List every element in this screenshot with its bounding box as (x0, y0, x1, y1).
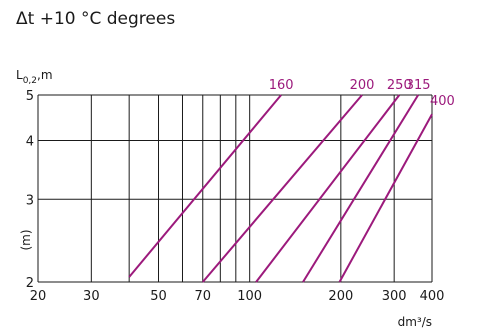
series-label-400: 400 (430, 94, 455, 109)
y-tick-label: 3 (26, 193, 34, 208)
series-line-315 (302, 94, 419, 283)
series-line-400 (338, 113, 433, 283)
series-line-200 (202, 94, 363, 283)
series-label-250: 250 (387, 78, 412, 93)
x-tick-label: 300 (382, 289, 407, 304)
series-line-160 (128, 94, 282, 278)
series-label-200: 200 (350, 78, 375, 93)
x-tick-label: 100 (237, 289, 262, 304)
series-label-160: 160 (269, 78, 294, 93)
x-tick-label: 400 (420, 289, 445, 304)
series-lines (128, 94, 433, 283)
x-tick-label: 200 (328, 289, 353, 304)
y-axis-label-main: L (16, 68, 23, 82)
grid (37, 94, 433, 283)
x-tick-label: 50 (150, 289, 167, 304)
y-axis-side-label: (m) (19, 229, 33, 250)
series-line-250 (255, 94, 401, 283)
y-axis-label-sub: 0,2 (23, 76, 37, 86)
tick-labels: 20 30 50 70 100 200 300 400 2 3 4 5 (26, 89, 445, 304)
chart-title: Δt +10 °C degrees (16, 9, 175, 29)
y-axis-label: L0,2,m (16, 68, 53, 86)
x-tick-label: 30 (83, 289, 100, 304)
x-tick-label: 70 (194, 289, 211, 304)
y-tick-label: 4 (26, 135, 34, 150)
x-tick-label: 20 (30, 289, 47, 304)
y-axis-label-unit: ,m (37, 68, 53, 82)
series-label-315: 315 (406, 78, 431, 93)
y-tick-label: 5 (26, 89, 34, 104)
x-axis-label: dm³/s (398, 315, 432, 329)
y-tick-label: 2 (26, 276, 34, 291)
